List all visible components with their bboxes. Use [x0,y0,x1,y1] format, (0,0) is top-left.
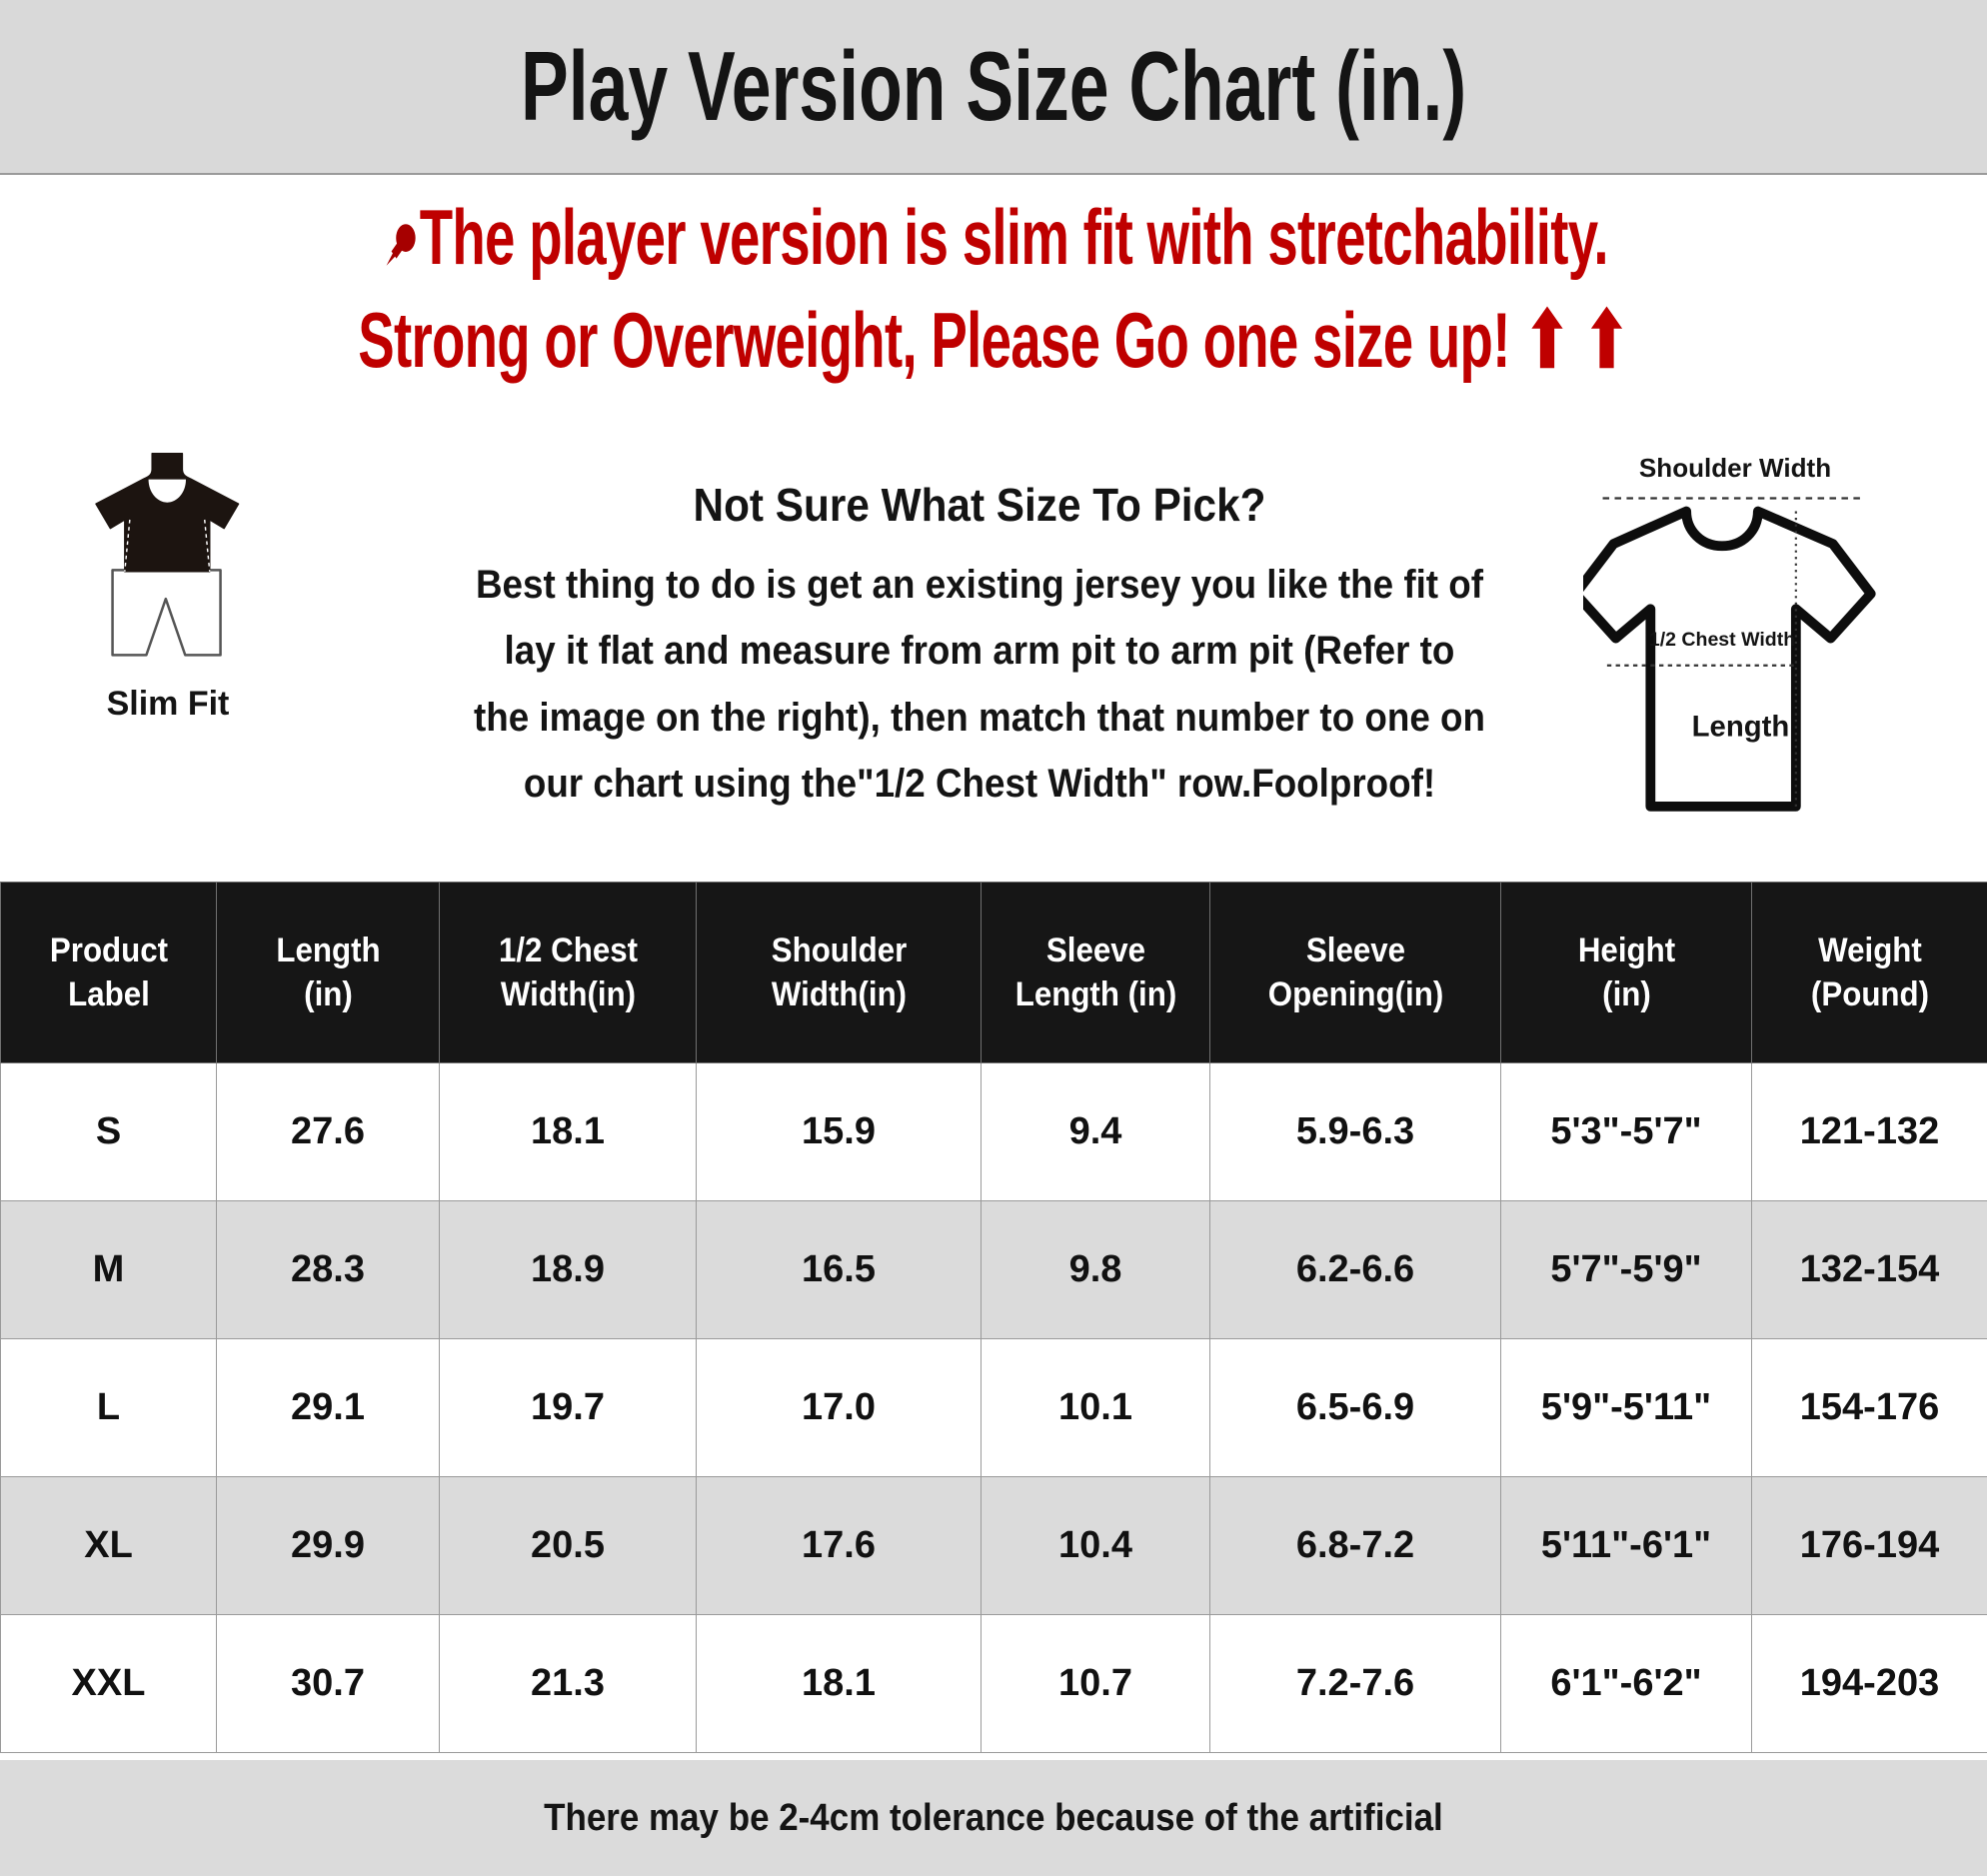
svg-text:Length: Length [1692,710,1790,743]
svg-text:1/2 Chest Width: 1/2 Chest Width [1649,629,1795,651]
svg-text:Shoulder Width: Shoulder Width [1639,453,1831,483]
